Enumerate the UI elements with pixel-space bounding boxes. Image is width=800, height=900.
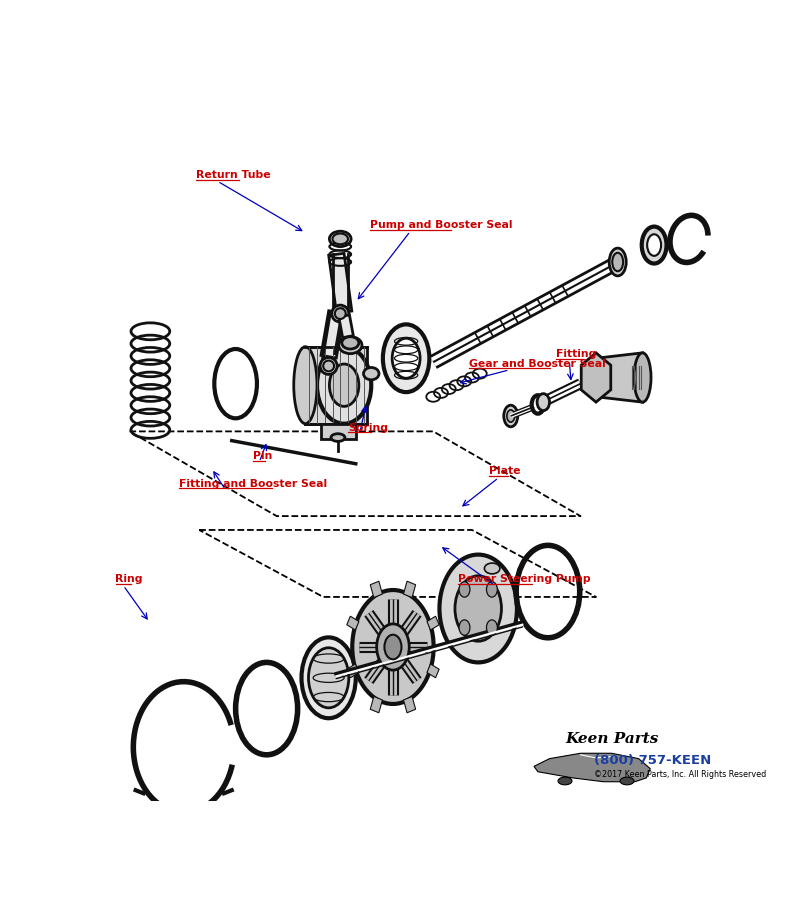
Polygon shape <box>321 424 356 439</box>
Polygon shape <box>403 581 416 598</box>
Ellipse shape <box>486 620 498 635</box>
Ellipse shape <box>332 305 349 322</box>
Ellipse shape <box>383 324 430 392</box>
Ellipse shape <box>507 410 514 422</box>
Ellipse shape <box>647 234 661 256</box>
Polygon shape <box>370 581 382 598</box>
Ellipse shape <box>294 346 317 424</box>
Ellipse shape <box>342 337 359 349</box>
Text: Gear and Booster Seal: Gear and Booster Seal <box>469 358 606 369</box>
Ellipse shape <box>455 576 502 641</box>
Ellipse shape <box>459 581 470 597</box>
Polygon shape <box>403 697 416 713</box>
Ellipse shape <box>620 777 634 785</box>
Ellipse shape <box>302 637 356 718</box>
Ellipse shape <box>331 434 345 441</box>
Text: Spring: Spring <box>348 423 388 433</box>
Ellipse shape <box>335 308 346 319</box>
Text: Fitting and Booster Seal: Fitting and Booster Seal <box>179 479 327 489</box>
Ellipse shape <box>642 227 666 264</box>
Ellipse shape <box>309 648 349 707</box>
Ellipse shape <box>486 581 498 597</box>
Text: Pin: Pin <box>254 451 273 461</box>
Text: Plate: Plate <box>489 466 521 476</box>
Ellipse shape <box>317 346 371 424</box>
Polygon shape <box>427 664 439 678</box>
Text: (800) 757-KEEN: (800) 757-KEEN <box>594 754 712 768</box>
Ellipse shape <box>363 367 379 380</box>
Polygon shape <box>427 616 439 630</box>
Text: ©2017 Keen Parts, Inc. All Rights Reserved: ©2017 Keen Parts, Inc. All Rights Reserv… <box>594 770 766 778</box>
Ellipse shape <box>333 233 348 244</box>
Ellipse shape <box>439 554 517 662</box>
Ellipse shape <box>459 620 470 635</box>
Polygon shape <box>534 753 650 782</box>
Ellipse shape <box>323 361 334 372</box>
Text: Fitting: Fitting <box>556 349 596 359</box>
Ellipse shape <box>330 231 351 247</box>
Ellipse shape <box>377 624 410 670</box>
Polygon shape <box>370 697 382 713</box>
Polygon shape <box>346 616 359 630</box>
Polygon shape <box>346 664 359 678</box>
Ellipse shape <box>243 674 290 743</box>
Polygon shape <box>306 346 367 424</box>
Ellipse shape <box>385 634 402 660</box>
Ellipse shape <box>609 248 626 276</box>
Polygon shape <box>329 253 352 313</box>
Polygon shape <box>596 353 642 402</box>
Text: Pump and Booster Seal: Pump and Booster Seal <box>370 220 512 230</box>
Ellipse shape <box>585 361 607 394</box>
Text: Ring: Ring <box>115 574 143 584</box>
Ellipse shape <box>392 338 420 378</box>
Ellipse shape <box>634 353 651 402</box>
Ellipse shape <box>612 253 623 271</box>
Ellipse shape <box>330 364 359 407</box>
Ellipse shape <box>338 337 362 354</box>
Text: Return Tube: Return Tube <box>196 170 270 180</box>
Polygon shape <box>321 310 344 358</box>
Ellipse shape <box>352 590 434 704</box>
Ellipse shape <box>537 393 550 410</box>
Ellipse shape <box>558 777 572 785</box>
Text: Keen Parts: Keen Parts <box>565 733 658 746</box>
Text: Power Steering Pump: Power Steering Pump <box>458 574 590 584</box>
Polygon shape <box>582 353 610 402</box>
Ellipse shape <box>485 563 500 574</box>
Polygon shape <box>338 315 354 338</box>
Ellipse shape <box>504 405 518 427</box>
Ellipse shape <box>320 357 337 374</box>
